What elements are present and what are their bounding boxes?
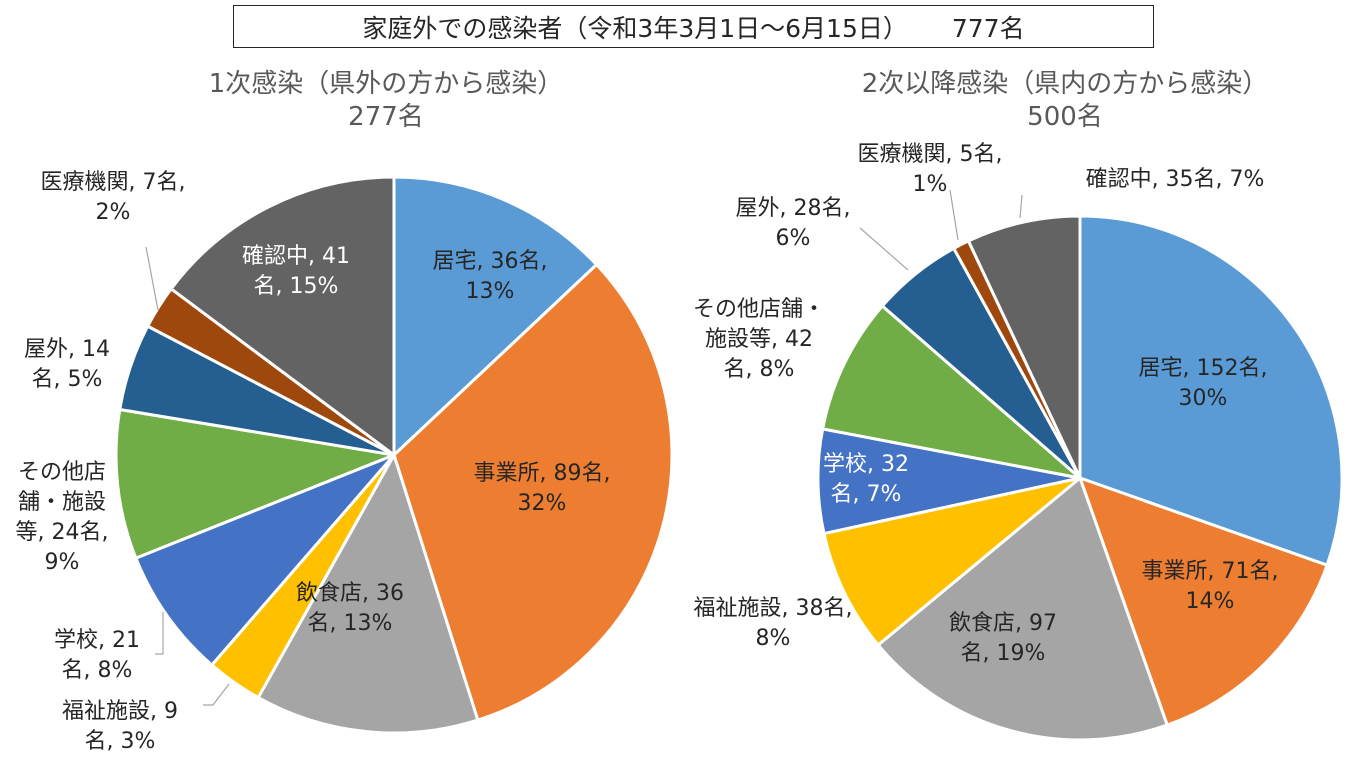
chart2-slice-1 bbox=[1078, 476, 1329, 727]
chart1-slice-8 bbox=[169, 175, 396, 457]
chart2-title-block: 2次以降感染（県内の方から感染） 500名 bbox=[830, 68, 1300, 134]
chart2-data-label-7: 医療機関, 5名, 1% bbox=[858, 142, 1003, 197]
chart1-slice-4 bbox=[134, 453, 396, 667]
pie-chart-2nd-infection: 居宅, 152名, 30% 事業所, 71名, 14% 飲食店, 97 名, 19% 福祉施… bbox=[693, 142, 1344, 742]
chart1-subtitle: 277名 bbox=[348, 102, 424, 132]
chart2-title: 2次以降感染（県内の方から感染） bbox=[861, 69, 1269, 99]
chart2-data-label-4: 学校, 32 名, 7% bbox=[823, 452, 909, 507]
chart1-data-label-5: その他店舗・施設等, 24名, 9% bbox=[16, 460, 109, 575]
chart1-data-label-6: 屋外, 14 名, 5% bbox=[24, 337, 110, 392]
chart2-leader-line-7 bbox=[949, 189, 959, 241]
chart1-data-label-4: 学校, 21 名, 8% bbox=[54, 628, 140, 683]
chart2-data-label-3: 福祉施設, 38名, 8% bbox=[694, 596, 853, 651]
pie-chart-1st-infection: 居宅, 36名, 13% 事業所, 89名, 32% 飲食店, 36 名, 13% 福祉施設… bbox=[16, 170, 674, 754]
chart2-data-label-1: 事業所, 71名, 14% bbox=[1142, 559, 1279, 614]
chart2-data-label-0: 居宅, 152名, 30% bbox=[1139, 356, 1268, 411]
chart2-leader-line-6 bbox=[859, 227, 909, 271]
main-title-total: 777名 bbox=[951, 13, 1025, 43]
chart1-data-label-3: 福祉施設, 9 名, 3% bbox=[62, 699, 178, 754]
chart1-leader-line-7 bbox=[145, 246, 159, 311]
chart2-slice-5 bbox=[821, 304, 1082, 480]
chart1-slice-0 bbox=[392, 175, 599, 457]
chart1-title-block: 1次感染（県外の方から感染） 277名 bbox=[166, 68, 606, 134]
chart1-data-label-1: 事業所, 89名, 32% bbox=[474, 461, 611, 516]
chart1-data-label-7: 医療機関, 7名, 2% bbox=[41, 170, 186, 225]
chart2-data-label-2: 飲食店, 97 名, 19% bbox=[949, 611, 1057, 666]
chart2-slice-2 bbox=[876, 476, 1169, 742]
chart2-data-label-8: 確認中, 35名, 7% bbox=[1086, 167, 1265, 192]
chart2-leader-line-8 bbox=[1019, 194, 1023, 219]
chart2-data-label-5: その他店舗・施設等, 42 名, 8% bbox=[693, 297, 825, 382]
chart1-slice-2 bbox=[256, 453, 480, 735]
chart2-subtitle: 500名 bbox=[1027, 102, 1103, 132]
chart1-title: 1次感染（県外の方から感染） bbox=[208, 69, 564, 99]
chart1-data-label-8: 確認中, 41 名, 15% bbox=[242, 244, 350, 299]
main-title: 家庭外での感染者（令和3年3月1日～6月15日） 777名 bbox=[233, 5, 1154, 48]
chart2-data-label-6: 屋外, 28名, 6% bbox=[736, 196, 851, 251]
chart1-slice-5 bbox=[114, 407, 396, 560]
chart1-data-label-2: 飲食店, 36 名, 13% bbox=[296, 581, 404, 636]
chart1-leader-line-3 bbox=[203, 683, 230, 706]
chart2-slice-0 bbox=[1078, 214, 1344, 567]
chart1-data-label-0: 居宅, 36名, 13% bbox=[433, 249, 548, 304]
chart1-slice-1 bbox=[392, 263, 674, 722]
chart2-slice-8 bbox=[966, 214, 1082, 480]
main-title-text: 家庭外での感染者（令和3年3月1日～6月15日） bbox=[362, 13, 908, 43]
chart1-leader-line-4 bbox=[155, 612, 164, 655]
